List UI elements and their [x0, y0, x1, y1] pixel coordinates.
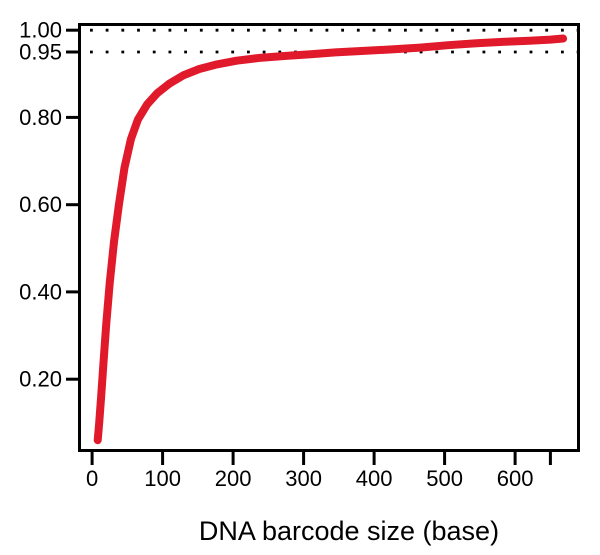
- y-tick-label: 0.80: [19, 105, 62, 130]
- x-axis-title: DNA barcode size (base): [199, 516, 499, 546]
- x-tick-label: 100: [144, 466, 181, 491]
- axis-tick-labels: 0 100 200 300 400 500 600 0.20 0.40 0.60 0.80 0.951…: [19, 18, 533, 491]
- x-tick-label: 300: [285, 466, 322, 491]
- y-tick-label: 1.00: [19, 18, 62, 43]
- x-tick-label: 600: [497, 466, 534, 491]
- axis-ticks: [66, 28, 552, 465]
- x-tick-label: 0: [86, 466, 98, 491]
- y-tick-label: 0.60: [19, 192, 62, 217]
- x-tick-label: 400: [356, 466, 393, 491]
- x-tick-label: 200: [215, 466, 252, 491]
- data-series: [93, 34, 568, 445]
- y-tick-label: 0.20: [19, 367, 62, 392]
- y-tick-label: 0.95: [19, 40, 62, 65]
- x-tick-label: 500: [426, 466, 463, 491]
- data-curve: [93, 34, 568, 445]
- y-tick-label: 0.40: [19, 279, 62, 304]
- reference-dotted-lines: [90, 28, 577, 54]
- plot-frame: [78, 23, 580, 452]
